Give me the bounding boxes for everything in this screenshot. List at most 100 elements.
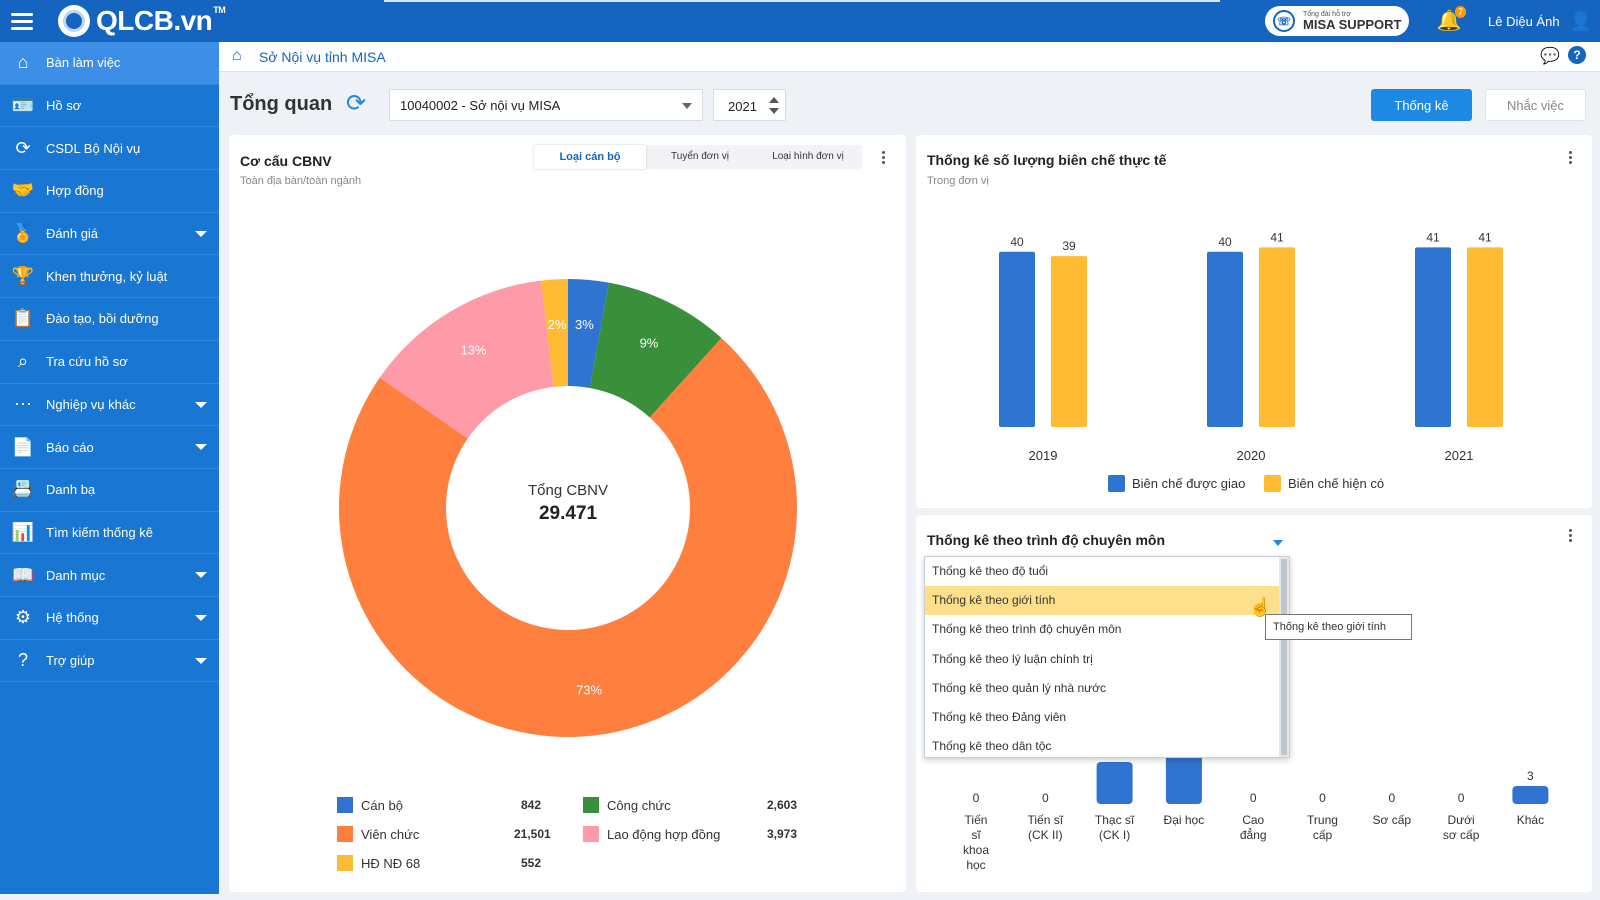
legend-item-lao-dong-hop-dong: Lao động hợp đồng xyxy=(583,825,720,843)
staffing-bar[interactable] xyxy=(1467,247,1503,427)
user-menu[interactable]: Lê Diệu Ánh 👤 xyxy=(1488,0,1592,42)
sidebar-item-11[interactable]: 📊 Tìm kiếm thống kê xyxy=(0,512,219,555)
sidebar-item-9[interactable]: 📄 Báo cáo xyxy=(0,426,219,469)
sidebar-item-label: Khen thưởng, kỷ luật xyxy=(46,268,168,284)
sidebar-item-2[interactable]: ⟳ CSDL Bộ Nội vụ xyxy=(0,127,219,171)
staffing-bar[interactable] xyxy=(1051,256,1087,427)
sidebar-item-14[interactable]: ? Trợ giúp xyxy=(0,640,219,683)
legend-swatch xyxy=(583,797,599,813)
support-label: MISA SUPPORT xyxy=(1303,17,1402,32)
level-card-more-icon[interactable] xyxy=(1567,529,1573,542)
sidebar-item-5[interactable]: 🏆 Khen thưởng, kỷ luật xyxy=(0,255,219,299)
home-icon[interactable]: ⌂ xyxy=(232,47,242,64)
level-bar-value: 3 xyxy=(1527,769,1534,783)
tab-recruit-unit[interactable]: Tuyển đơn vị xyxy=(671,151,729,162)
sidebar-item-4[interactable]: 🏅 Đánh giá xyxy=(0,213,219,256)
staffing-bar-value: 39 xyxy=(1062,239,1076,253)
stepper-down-icon[interactable] xyxy=(769,108,779,114)
donut-percent-label: 3% xyxy=(575,317,594,332)
user-icon: 👤 xyxy=(1569,10,1592,31)
tab-unit-type[interactable]: Loại hình đơn vị xyxy=(772,151,844,162)
sync-icon: ⟳ xyxy=(15,137,31,158)
donut-percent-label: 9% xyxy=(640,335,659,350)
sidebar-item-label: Hợp đồng xyxy=(46,183,104,199)
notification-bell-icon[interactable]: 🔔 7 xyxy=(1436,6,1466,34)
legend-swatch xyxy=(337,855,353,871)
staffing-legend-label[interactable]: Biên chế được giao xyxy=(1132,476,1245,491)
tab-staff-type[interactable]: Loại cán bộ xyxy=(534,145,646,169)
structure-card: Cơ cấu CBNV Toàn địa bàn/toàn ngành Loại… xyxy=(229,135,906,892)
sidebar-item-label: CSDL Bộ Nội vụ xyxy=(46,140,141,156)
handshake-icon: 🤝 xyxy=(11,180,35,201)
staffing-bar[interactable] xyxy=(1415,247,1451,427)
legend-value: 552 xyxy=(521,856,542,870)
dropdown-option[interactable]: Thống kê theo Đảng viên xyxy=(932,709,1067,724)
level-bar[interactable] xyxy=(1165,752,1202,804)
legend-swatch xyxy=(583,826,599,842)
sidebar-item-0[interactable]: ⌂ Bàn làm việc xyxy=(0,42,219,85)
logo-text: QLCB.vn xyxy=(96,5,213,36)
sidebar-item-1[interactable]: 🪪 Hồ sơ xyxy=(0,85,219,128)
sidebar-item-8[interactable]: ⋯ Nghiệp vụ khác xyxy=(0,384,219,427)
app-logo[interactable]: QLCB.vnTM xyxy=(58,4,226,38)
unit-select[interactable]: 10040002 - Sở nội vụ MISA xyxy=(389,89,703,121)
statistics-button[interactable]: Thống kê xyxy=(1371,89,1472,121)
refresh-icon[interactable]: ⟳ xyxy=(346,90,367,117)
structure-card-title: Cơ cấu CBNV xyxy=(240,153,332,169)
dropdown-option[interactable]: Thống kê theo trình độ chuyên môn xyxy=(932,622,1122,637)
donut-slice[interactable] xyxy=(541,279,568,387)
level-card-title[interactable]: Thống kê theo trình độ chuyên môn xyxy=(927,532,1165,548)
statistic-type-dropdown: Thống kê theo độ tuổi Thống kê theo giới … xyxy=(924,556,1290,758)
staffing-card-more-icon[interactable] xyxy=(1567,151,1573,164)
donut-slice[interactable] xyxy=(589,282,722,418)
sidebar-item-6[interactable]: 📋 Đào tạo, bồi dưỡng xyxy=(0,298,219,341)
level-category-label: Sơ cấp xyxy=(1373,813,1412,827)
dropdown-scrollbar[interactable] xyxy=(1279,557,1289,757)
sidebar-item-label: Hồ sơ xyxy=(46,98,82,114)
misa-support-button[interactable]: ☏ Tổng đài hỗ trợ MISA SUPPORT xyxy=(1265,6,1409,36)
dropdown-option[interactable]: Thống kê theo độ tuổi xyxy=(932,564,1049,578)
search-icon: ⌕ xyxy=(17,351,29,372)
staffing-category-label: 2021 xyxy=(1445,448,1474,463)
dropdown-option[interactable]: Thống kê theo giới tính xyxy=(925,586,1289,616)
sidebar-item-10[interactable]: 📇 Danh bạ xyxy=(0,469,219,512)
sidebar-item-13[interactable]: ⚙ Hệ thống xyxy=(0,597,219,640)
staffing-legend-swatch xyxy=(1264,475,1281,492)
structure-tabs: Loại cán bộ Tuyển đơn vị Loại hình đơn v… xyxy=(534,145,862,169)
hand-cursor-icon: ☝ xyxy=(1249,597,1272,617)
chat-icon[interactable]: 💬 xyxy=(1540,48,1560,65)
staffing-legend-swatch xyxy=(1108,475,1125,492)
sidebar-item-label: Báo cáo xyxy=(46,439,94,455)
donut-slice[interactable] xyxy=(379,280,554,439)
dropdown-option[interactable]: Thống kê theo lý luận chính trị xyxy=(932,651,1093,666)
level-bar[interactable] xyxy=(1096,762,1133,804)
legend-swatch xyxy=(337,826,353,842)
sidebar-item-3[interactable]: 🤝 Hợp đồng xyxy=(0,170,219,213)
staffing-bar[interactable] xyxy=(999,251,1035,427)
dropdown-option[interactable]: Thống kê theo dân tộc xyxy=(932,739,1052,754)
hamburger-menu-icon[interactable] xyxy=(0,0,44,42)
level-bar[interactable] xyxy=(1512,786,1549,804)
legend-value: 21,501 xyxy=(514,827,551,841)
stepper-up-icon[interactable] xyxy=(769,97,779,103)
contacts-icon: 📇 xyxy=(11,479,35,500)
sidebar-item-label: Bàn làm việc xyxy=(46,55,121,71)
staffing-card-subtitle: Trong đơn vị xyxy=(927,175,989,187)
help-icon[interactable]: ? xyxy=(1568,46,1586,64)
donut-slice[interactable] xyxy=(568,279,609,388)
sidebar-item-label: Danh mục xyxy=(46,567,106,583)
chevron-down-icon[interactable] xyxy=(1273,540,1283,546)
chevron-down-icon xyxy=(195,572,207,579)
staffing-bar[interactable] xyxy=(1259,247,1295,427)
dropdown-option[interactable]: Thống kê theo quản lý nhà nước xyxy=(932,680,1107,695)
sidebar-item-12[interactable]: 📖 Danh mục xyxy=(0,554,219,597)
reminder-button[interactable]: Nhắc việc xyxy=(1485,89,1586,121)
staffing-legend-label[interactable]: Biên chế hiện có xyxy=(1288,476,1384,491)
donut-slice[interactable] xyxy=(339,338,797,737)
staffing-bar[interactable] xyxy=(1207,251,1243,427)
structure-card-more-icon[interactable] xyxy=(880,151,886,164)
sidebar-item-7[interactable]: ⌕ Tra cứu hồ sơ xyxy=(0,341,219,384)
breadcrumb[interactable]: Sở Nội vụ tỉnh MISA xyxy=(259,49,386,65)
level-category-label: đẳng xyxy=(1240,827,1267,842)
year-stepper[interactable]: 2021 xyxy=(713,89,786,121)
